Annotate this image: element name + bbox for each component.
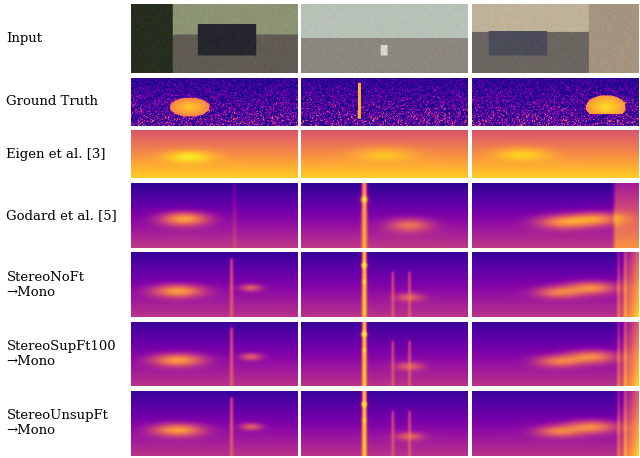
Text: Ground Truth: Ground Truth xyxy=(6,95,99,108)
Text: StereoUnsupFt
→Mono: StereoUnsupFt →Mono xyxy=(6,409,108,437)
Text: StereoNoFt
→Mono: StereoNoFt →Mono xyxy=(6,271,84,299)
Text: StereoSupFt100
→Mono: StereoSupFt100 →Mono xyxy=(6,340,116,368)
Text: Input: Input xyxy=(6,32,42,45)
Text: Eigen et al. [3]: Eigen et al. [3] xyxy=(6,148,106,161)
Text: Godard et al. [5]: Godard et al. [5] xyxy=(6,209,117,222)
